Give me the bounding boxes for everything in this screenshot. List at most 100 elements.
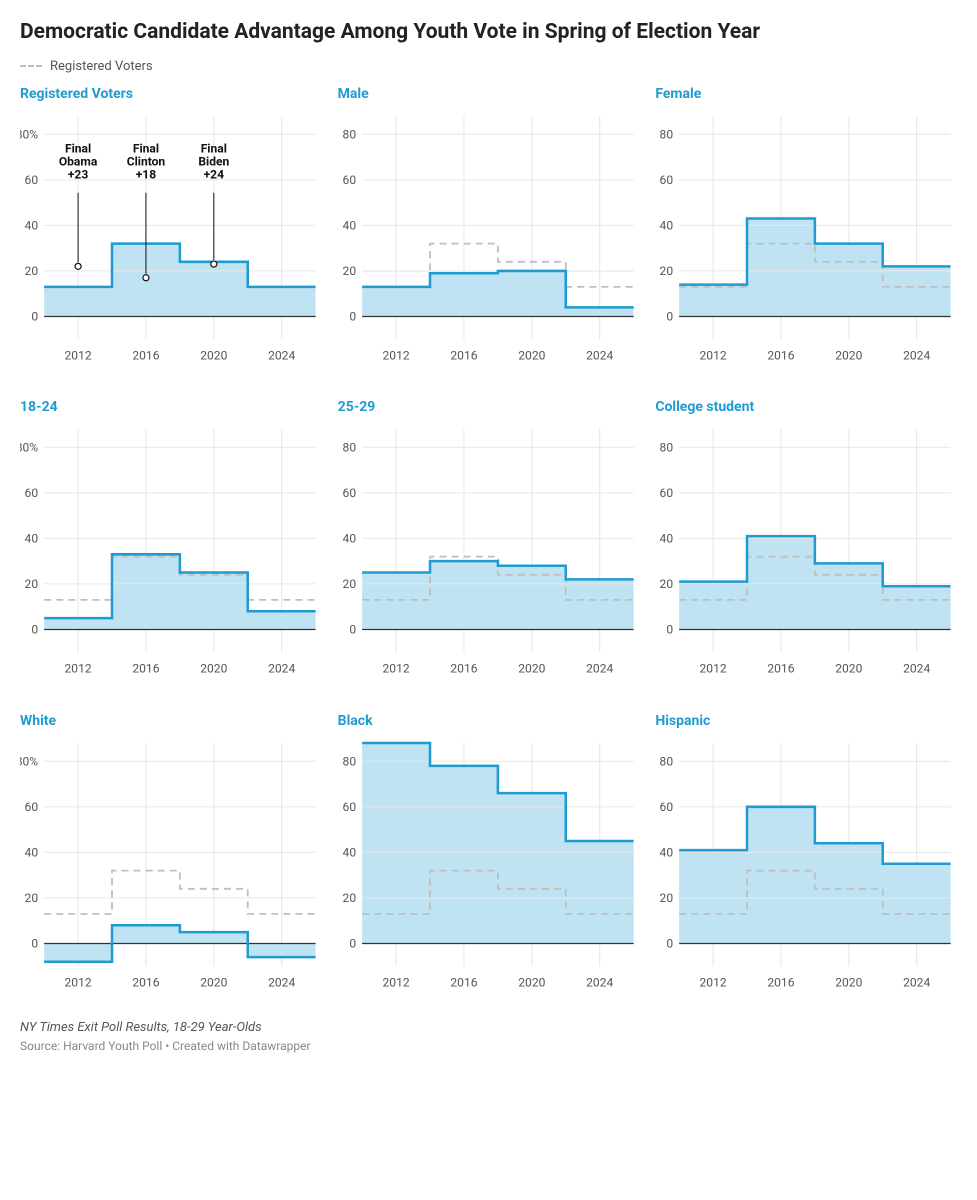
panel-svg: 0204060802012201620202024: [655, 735, 957, 996]
svg-text:2024: 2024: [903, 662, 930, 676]
svg-text:2016: 2016: [132, 975, 159, 989]
svg-text:20: 20: [342, 891, 356, 905]
reference-line: [44, 870, 315, 913]
svg-text:40: 40: [342, 532, 356, 546]
panel-svg: 0204060802012201620202024: [338, 735, 640, 996]
footer: NY Times Exit Poll Results, 18-29 Year-O…: [20, 1020, 957, 1053]
svg-text:40: 40: [660, 532, 674, 546]
svg-text:20: 20: [660, 577, 674, 591]
svg-text:20: 20: [660, 264, 674, 278]
svg-text:0: 0: [31, 623, 38, 637]
svg-text:2012: 2012: [65, 662, 92, 676]
chart-panel: 18-24020406080%2012201620202024: [20, 399, 322, 682]
legend-swatch: [20, 65, 42, 67]
chart-title: Democratic Candidate Advantage Among You…: [20, 20, 957, 44]
svg-text:80: 80: [342, 754, 356, 768]
chart-panel: Male0204060802012201620202024: [338, 86, 640, 369]
panel-title: 18-24: [20, 399, 322, 415]
panel-svg: 020406080%2012201620202024FinalObama+23F…: [20, 108, 322, 369]
svg-text:0: 0: [31, 936, 38, 950]
panel-svg: 0204060802012201620202024: [655, 108, 957, 369]
panel-title: College student: [655, 399, 957, 415]
svg-text:40: 40: [25, 845, 39, 859]
svg-text:2012: 2012: [700, 348, 727, 362]
svg-text:2016: 2016: [768, 348, 795, 362]
svg-text:0: 0: [667, 936, 674, 950]
chart-panel: White020406080%2012201620202024: [20, 713, 322, 996]
svg-text:2024: 2024: [268, 348, 295, 362]
footer-source: Source: Harvard Youth Poll • Created wit…: [20, 1039, 957, 1053]
svg-text:2016: 2016: [450, 348, 477, 362]
svg-text:2024: 2024: [903, 975, 930, 989]
svg-text:2024: 2024: [268, 975, 295, 989]
panel-svg: 020406080%2012201620202024: [20, 735, 322, 996]
chart-panel: Female0204060802012201620202024: [655, 86, 957, 369]
svg-text:+23: +23: [68, 168, 88, 182]
svg-text:2020: 2020: [836, 662, 863, 676]
panel-svg: 0204060802012201620202024: [338, 108, 640, 369]
footer-note: NY Times Exit Poll Results, 18-29 Year-O…: [20, 1020, 957, 1035]
svg-text:Final: Final: [65, 141, 91, 155]
svg-text:60: 60: [660, 173, 674, 187]
svg-text:60: 60: [660, 486, 674, 500]
svg-text:+18: +18: [136, 168, 156, 182]
legend-label: Registered Voters: [50, 59, 153, 74]
svg-text:0: 0: [349, 936, 356, 950]
svg-text:2016: 2016: [450, 975, 477, 989]
svg-text:40: 40: [25, 532, 39, 546]
panel-title: Hispanic: [655, 713, 957, 729]
svg-text:Final: Final: [133, 141, 159, 155]
svg-text:60: 60: [25, 173, 39, 187]
panel-title: Registered Voters: [20, 86, 322, 102]
svg-text:80%: 80%: [20, 754, 38, 768]
chart-panel: Black0204060802012201620202024: [338, 713, 640, 996]
svg-text:0: 0: [667, 623, 674, 637]
svg-text:2016: 2016: [768, 662, 795, 676]
svg-text:2016: 2016: [450, 662, 477, 676]
svg-text:2012: 2012: [700, 975, 727, 989]
svg-text:2012: 2012: [382, 975, 409, 989]
svg-text:2020: 2020: [518, 662, 545, 676]
svg-text:2012: 2012: [65, 348, 92, 362]
chart-grid: Registered Voters020406080%2012201620202…: [20, 86, 957, 996]
svg-text:60: 60: [342, 486, 356, 500]
svg-text:2024: 2024: [586, 348, 613, 362]
svg-text:40: 40: [342, 845, 356, 859]
svg-text:0: 0: [667, 310, 674, 324]
svg-text:60: 60: [342, 800, 356, 814]
panel-title: White: [20, 713, 322, 729]
svg-text:80%: 80%: [20, 441, 38, 455]
svg-text:2020: 2020: [200, 975, 227, 989]
svg-text:Obama: Obama: [59, 155, 98, 169]
svg-text:2024: 2024: [268, 662, 295, 676]
panel-title: Female: [655, 86, 957, 102]
svg-text:Final: Final: [201, 141, 227, 155]
panel-title: Black: [338, 713, 640, 729]
svg-text:40: 40: [25, 218, 39, 232]
svg-text:80: 80: [660, 754, 674, 768]
svg-text:2016: 2016: [132, 662, 159, 676]
svg-text:2012: 2012: [700, 662, 727, 676]
svg-text:2012: 2012: [382, 348, 409, 362]
svg-text:60: 60: [25, 800, 39, 814]
svg-text:2024: 2024: [586, 662, 613, 676]
svg-text:2016: 2016: [768, 975, 795, 989]
svg-text:2020: 2020: [518, 348, 545, 362]
svg-text:2020: 2020: [200, 348, 227, 362]
svg-text:2020: 2020: [836, 348, 863, 362]
svg-text:0: 0: [31, 310, 38, 324]
svg-text:60: 60: [342, 173, 356, 187]
svg-text:80: 80: [342, 441, 356, 455]
svg-text:2020: 2020: [518, 975, 545, 989]
svg-text:20: 20: [342, 577, 356, 591]
svg-text:2024: 2024: [903, 348, 930, 362]
svg-text:Clinton: Clinton: [127, 155, 166, 169]
svg-text:60: 60: [660, 800, 674, 814]
svg-text:20: 20: [25, 891, 39, 905]
svg-text:2016: 2016: [132, 348, 159, 362]
svg-text:20: 20: [342, 264, 356, 278]
panel-title: 25-29: [338, 399, 640, 415]
svg-text:40: 40: [660, 218, 674, 232]
svg-text:2020: 2020: [200, 662, 227, 676]
svg-text:2012: 2012: [382, 662, 409, 676]
